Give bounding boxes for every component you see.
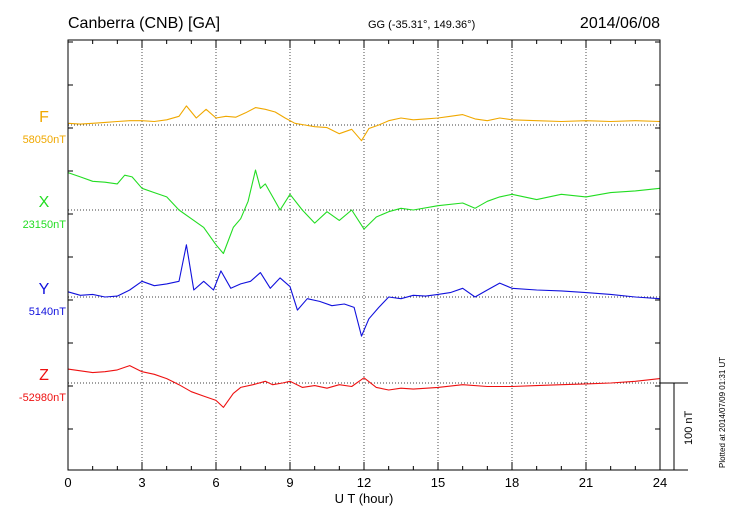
scale-bar: 100 nT [660, 382, 695, 471]
series-baseline-z: -52980nT [19, 392, 66, 404]
plotted-note: Plotted at 2014/07/09 01:31 UT [718, 357, 727, 468]
series-baseline-y: 5140nT [29, 306, 67, 318]
scale-bar-label: 100 nT [683, 410, 695, 445]
x-tick-labels: 0 3 6 9 12 15 18 21 24 [64, 475, 667, 490]
coordinates-label: GG (-35.31°, 149.36°) [368, 19, 475, 31]
series-line-y [67, 244, 661, 337]
series-line-x [67, 169, 661, 255]
station-title: Canberra (CNB) [GA] [68, 15, 220, 32]
series-name-y: Y [39, 281, 50, 298]
series-line-f [67, 105, 661, 142]
x-tick-label: 15 [431, 475, 445, 490]
axis-ticks [67, 40, 661, 470]
x-tick-label: 3 [138, 475, 145, 490]
x-tick-label: 6 [212, 475, 219, 490]
x-tick-label: 21 [579, 475, 593, 490]
x-tick-label: 18 [505, 475, 519, 490]
series-layer [67, 105, 661, 408]
x-tick-label: 0 [64, 475, 71, 490]
x-axis-label: U T (hour) [335, 491, 394, 506]
series-name-x: X [39, 194, 50, 211]
plot-frame [67, 39, 661, 471]
x-tick-label: 24 [653, 475, 667, 490]
grid [68, 40, 660, 470]
date-label: 2014/06/08 [580, 15, 660, 32]
series-baseline-x: 23150nT [23, 219, 67, 231]
series-name-z: Z [39, 367, 49, 384]
series-labels: F 58050nT X 23150nT Y 5140nT Z -52980nT [19, 109, 66, 404]
series-line-z [67, 365, 661, 408]
x-tick-label: 12 [357, 475, 371, 490]
x-tick-label: 9 [286, 475, 293, 490]
series-name-f: F [39, 109, 49, 126]
series-baseline-f: 58050nT [23, 134, 67, 146]
